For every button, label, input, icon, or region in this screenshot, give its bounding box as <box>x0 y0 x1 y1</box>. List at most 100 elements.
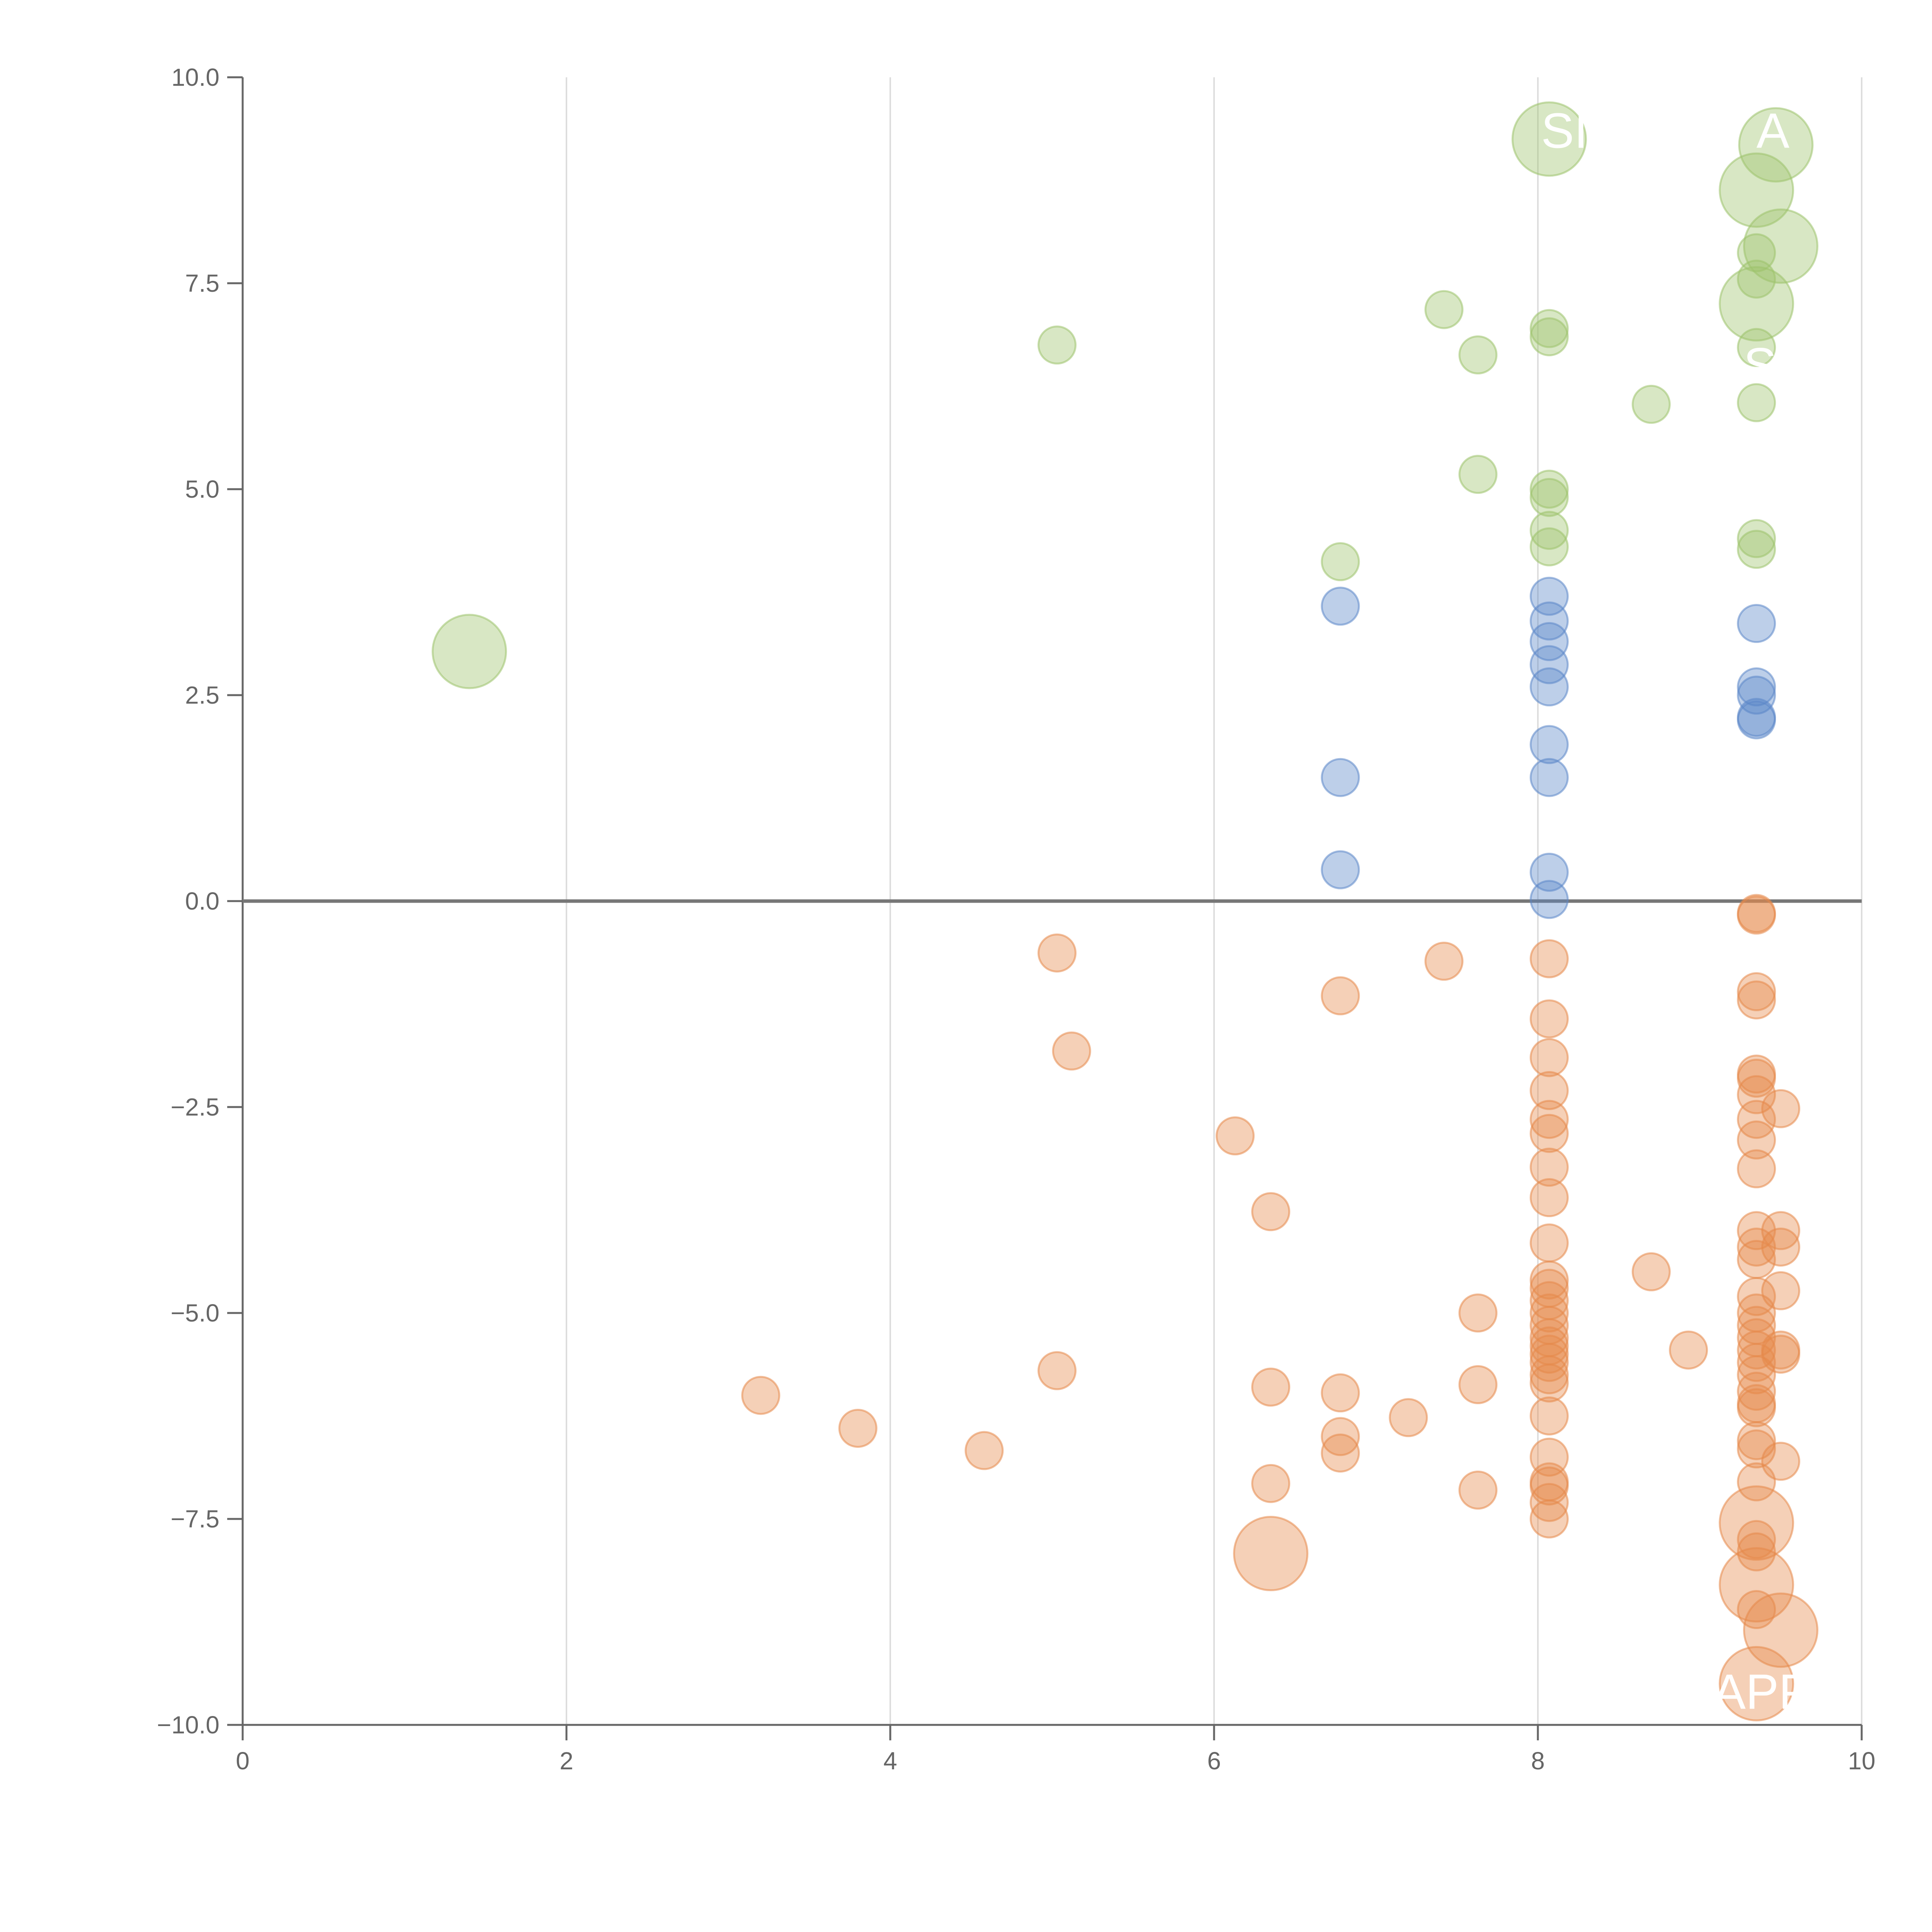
orange-bubble <box>838 1408 878 1448</box>
blue-bubble <box>1529 758 1569 797</box>
y-tick-label: 7.5 <box>185 269 219 297</box>
orange-bubble <box>1321 1373 1360 1413</box>
orange-bubble <box>1529 1355 1569 1395</box>
blue-bubble <box>1529 645 1569 684</box>
green-bubble <box>1743 208 1818 284</box>
orange-bubble <box>1529 1335 1569 1374</box>
blue-bubble <box>1321 758 1360 797</box>
orange-bubble <box>1631 1252 1671 1291</box>
orange-bubble <box>1321 1433 1360 1473</box>
orange-bubble <box>1737 1100 1776 1139</box>
bubble-label: APP <box>1713 1665 1812 1720</box>
y-tick-label: 5.0 <box>185 475 219 503</box>
orange-bubble <box>964 1431 1004 1470</box>
green-bubble <box>1737 383 1776 422</box>
y-tick-label: 10.0 <box>171 63 219 91</box>
green-bubble <box>1529 478 1569 517</box>
orange-bubble <box>741 1376 781 1415</box>
orange-bubble <box>1529 1148 1569 1187</box>
orange-bubble <box>1529 1260 1569 1300</box>
green-bubble <box>1737 519 1776 558</box>
blue-bubble <box>1529 852 1569 892</box>
green-bubble <box>1511 101 1587 177</box>
orange-bubble <box>1389 1398 1428 1437</box>
x-tick-label: 2 <box>560 1747 573 1775</box>
green-bubble <box>1737 259 1776 299</box>
orange-bubble <box>1737 1462 1776 1502</box>
x-tick-label: 4 <box>883 1747 897 1775</box>
orange-bubble <box>1737 1532 1776 1571</box>
green-bubble <box>1529 309 1569 348</box>
green-bubble <box>1458 455 1498 494</box>
green-bubble <box>1738 107 1814 183</box>
orange-bubble <box>1458 1365 1498 1404</box>
y-tick-label: −10.0 <box>157 1711 219 1739</box>
orange-bubble <box>1529 1100 1569 1139</box>
orange-bubble <box>1037 933 1077 973</box>
orange-bubble <box>1737 1277 1776 1316</box>
blue-bubble <box>1529 601 1569 641</box>
orange-bubble <box>1529 1483 1569 1522</box>
orange-bubble <box>1743 1592 1818 1668</box>
green-bubble <box>1424 290 1464 329</box>
bubbles <box>432 101 1818 1721</box>
orange-bubble <box>1737 1211 1776 1250</box>
orange-bubble <box>1529 1499 1569 1539</box>
green-bubble <box>1321 542 1360 582</box>
bubble-label: A <box>1757 104 1790 159</box>
blue-bubble <box>1737 667 1776 707</box>
orange-bubble <box>1321 1417 1360 1456</box>
orange-bubble <box>1737 972 1776 1012</box>
x-tick-label: 8 <box>1531 1747 1545 1775</box>
green-bubble <box>1529 511 1569 550</box>
orange-bubble <box>1737 895 1776 935</box>
bubble-labels: SI A S APP <box>1541 104 1811 1720</box>
y-tick-label: 2.5 <box>185 681 219 709</box>
y-tick-label: −5.0 <box>171 1299 219 1327</box>
orange-bubble <box>1529 1038 1569 1077</box>
orange-bubble <box>1737 1149 1776 1189</box>
green-bubble <box>1458 335 1498 374</box>
green-bubble <box>432 614 507 689</box>
green-bubble <box>1719 266 1794 342</box>
axes: 0 2 4 6 8 10 −10.0 −7.5 −5.0 −2.5 0.0 2.5 5.0 7.5 10.0 <box>157 63 1876 1775</box>
green-bubble <box>1529 317 1569 357</box>
orange-bubble <box>1719 1646 1794 1721</box>
orange-bubble <box>1529 1114 1569 1153</box>
orange-bubble <box>1529 939 1569 978</box>
orange-bubble <box>1233 1516 1309 1592</box>
orange-bubble <box>1737 1058 1776 1098</box>
orange-bubble <box>1737 1372 1776 1411</box>
orange-bubble <box>1737 1343 1776 1382</box>
orange-bubble <box>1052 1031 1091 1071</box>
orange-bubble <box>1737 1429 1776 1469</box>
y-tick-label: −2.5 <box>171 1093 219 1121</box>
green-bubble <box>1529 469 1569 509</box>
blue-bubble <box>1321 587 1360 626</box>
blue-bubble <box>1737 700 1776 740</box>
orange-bubble <box>1529 1071 1569 1110</box>
green-bubble <box>1529 527 1569 566</box>
bubble-label: S <box>1743 338 1776 393</box>
orange-bubble <box>1251 1464 1291 1503</box>
orange-bubble <box>1458 1293 1498 1333</box>
green-bubble <box>1737 530 1776 569</box>
orange-bubble <box>1761 1089 1800 1128</box>
green-bubble <box>1737 328 1776 367</box>
green-bubble <box>1719 152 1794 228</box>
orange-bubble <box>1761 1271 1800 1310</box>
y-tick-label: 0.0 <box>185 887 219 915</box>
green-bubble <box>1631 384 1671 424</box>
blue-bubble <box>1529 880 1569 919</box>
orange-bubble <box>1251 1192 1291 1231</box>
blue-bubble <box>1529 725 1569 764</box>
orange-bubble <box>1251 1367 1291 1407</box>
orange-bubble <box>1529 1396 1569 1435</box>
orange-bubble <box>1669 1330 1708 1370</box>
blue-bubble <box>1321 850 1360 889</box>
orange-bubble <box>1529 1363 1569 1403</box>
x-tick-label: 6 <box>1207 1747 1221 1775</box>
orange-bubble <box>1458 1470 1498 1510</box>
orange-bubble <box>1737 1590 1776 1629</box>
orange-bubble <box>1737 1388 1776 1427</box>
